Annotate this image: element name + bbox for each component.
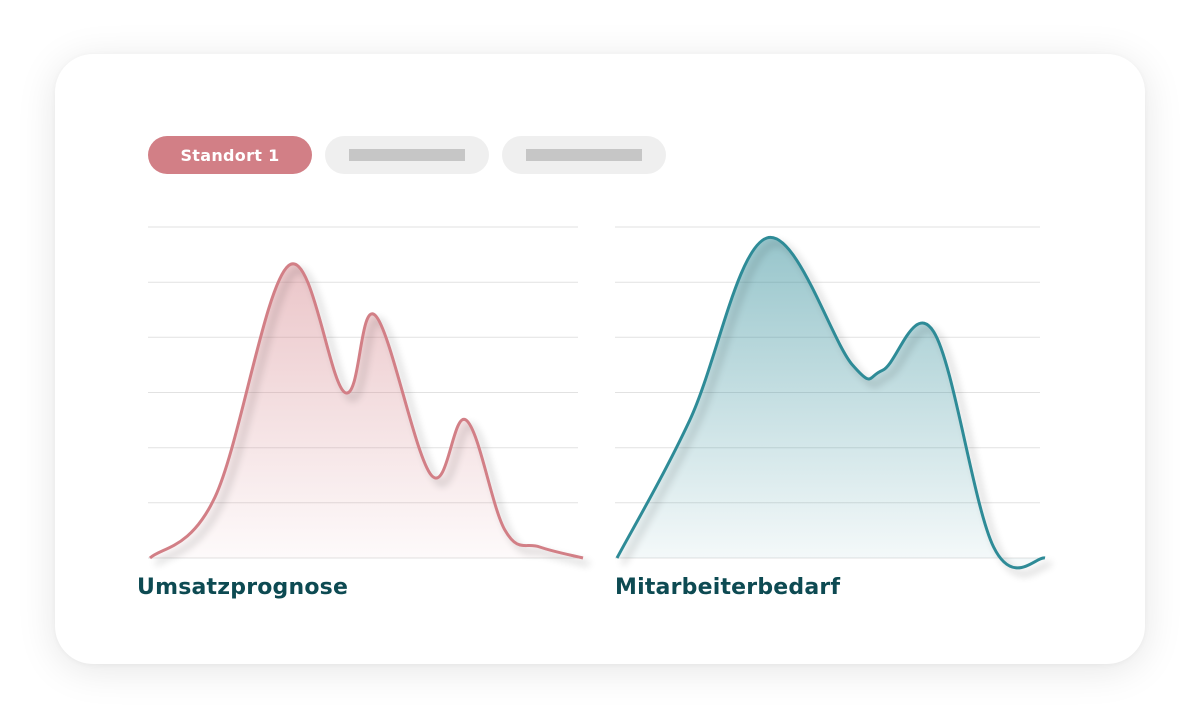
revenue-line xyxy=(148,262,584,560)
tab-standort-1[interactable]: Standort 1 xyxy=(148,136,312,174)
revenue-forecast-chart xyxy=(148,226,584,560)
chart-title-staff: Mitarbeiterbedarf xyxy=(615,575,841,600)
tab-placeholder-bar xyxy=(526,149,642,161)
tab-location-2[interactable] xyxy=(325,136,489,174)
chart-title-revenue: Umsatzprognose xyxy=(137,575,349,600)
staff-demand-chart xyxy=(615,226,1046,570)
tab-label: Standort 1 xyxy=(180,145,280,165)
revenue-area xyxy=(150,263,583,558)
tab-location-3[interactable] xyxy=(502,136,666,174)
tab-placeholder-bar xyxy=(349,149,465,161)
staff-demand-line xyxy=(615,236,1046,570)
staff-demand-area xyxy=(617,237,1045,568)
